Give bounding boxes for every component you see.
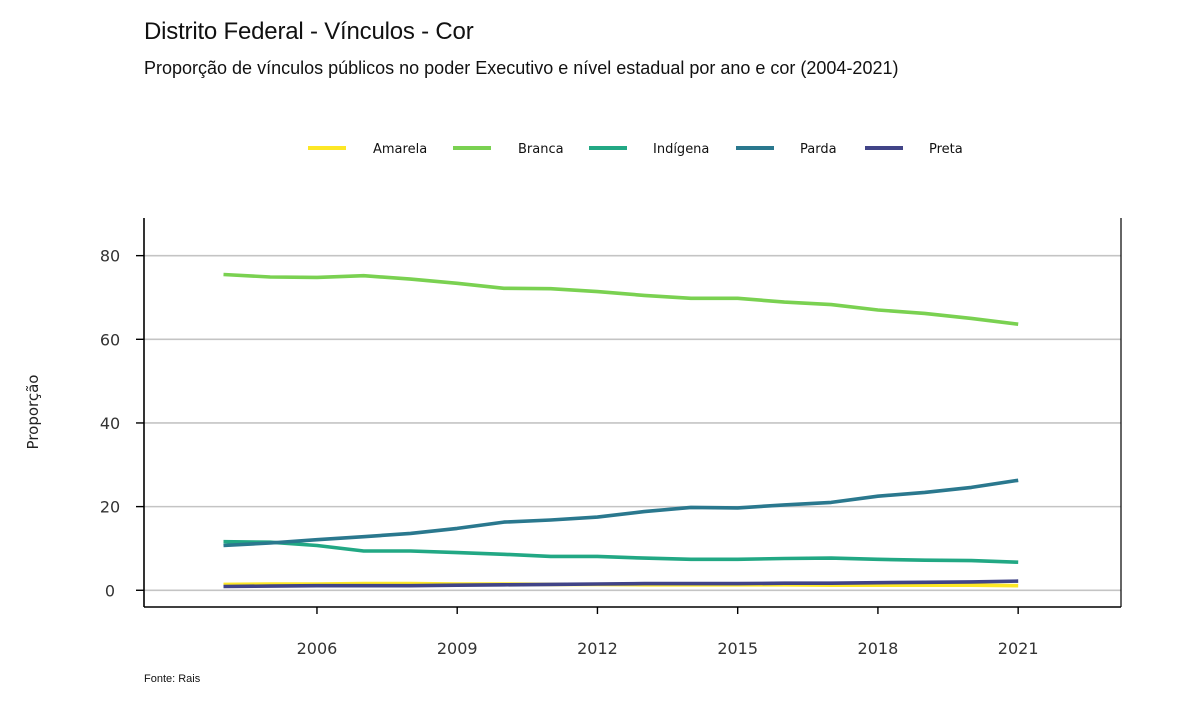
legend: Amarela Branca Indígena Parda Preta [308, 142, 963, 157]
series-line-preta [223, 579, 1019, 589]
x-tick-label: 2015 [717, 639, 758, 658]
y-axis-title: Proporção [24, 375, 42, 450]
legend-label-amarela: Amarela [373, 142, 427, 157]
legend-label-branca: Branca [518, 142, 564, 157]
x-tick-label: 2009 [437, 639, 478, 658]
axes [143, 218, 1122, 608]
y-tick-label: 20 [100, 498, 120, 517]
y-tick-label: 80 [100, 247, 120, 266]
series-lines [223, 272, 1019, 589]
x-tick-label: 2006 [297, 639, 338, 658]
series-line-parda [223, 478, 1019, 548]
x-tick-label: 2021 [998, 639, 1039, 658]
y-tick-label: 0 [105, 581, 115, 600]
x-tick-label: 2018 [858, 639, 899, 658]
legend-label-indígena: Indígena [653, 142, 709, 157]
chart-title: Distrito Federal - Vínculos - Cor [144, 18, 474, 45]
legend-label-parda: Parda [800, 142, 837, 157]
legend-label-preta: Preta [929, 142, 963, 157]
series-line-branca [223, 272, 1019, 326]
y-tick-label: 60 [100, 330, 120, 349]
x-tick-label: 2012 [577, 639, 618, 658]
source-note: Fonte: Rais [144, 673, 201, 685]
tick-labels: 0 20 40 60 80 2006 2009 2012 2015 2018 2021 [100, 247, 1039, 658]
chart-subtitle: Proporção de vínculos públicos no poder … [144, 58, 899, 78]
gridlines [144, 254, 1121, 592]
series-line-indígena [223, 539, 1019, 564]
y-tick-label: 40 [100, 414, 120, 433]
